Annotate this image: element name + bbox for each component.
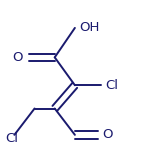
Text: Cl: Cl: [5, 132, 18, 145]
Text: OH: OH: [79, 21, 100, 34]
Text: O: O: [13, 51, 23, 64]
Text: Cl: Cl: [105, 79, 118, 92]
Text: O: O: [102, 128, 113, 141]
